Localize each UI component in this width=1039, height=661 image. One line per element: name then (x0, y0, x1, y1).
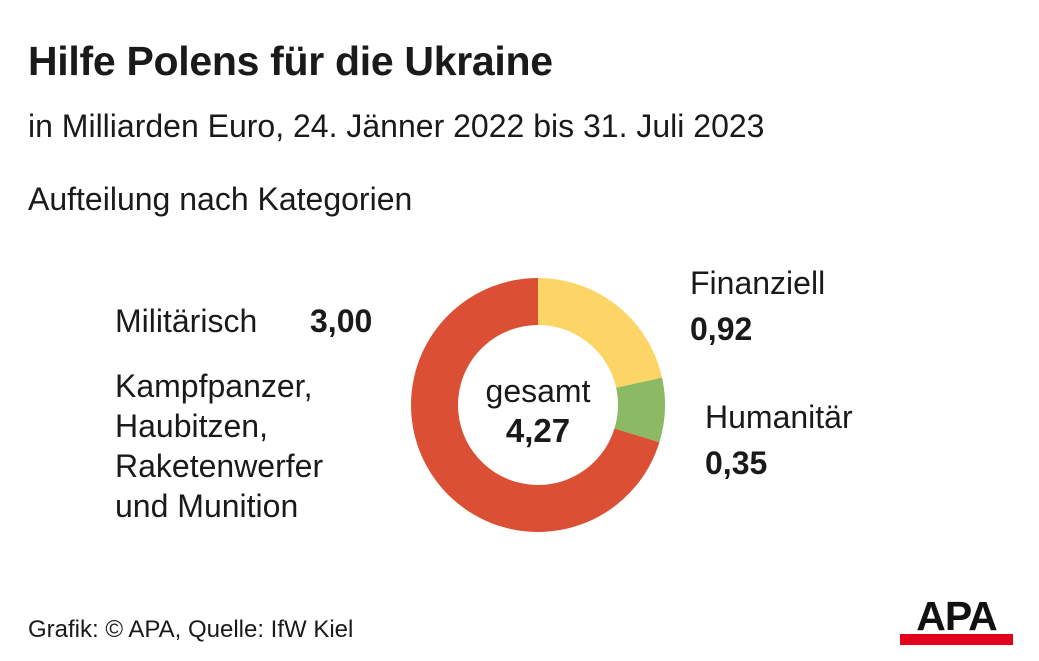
description-line: Raketenwerfer (115, 448, 324, 484)
donut-slices (411, 278, 665, 532)
chart-subtitle: in Milliarden Euro, 24. Jänner 2022 bis … (28, 108, 765, 144)
donut-slice-0 (538, 278, 663, 388)
donut-slice-1 (614, 377, 665, 443)
apa-logo-text: APA (916, 597, 997, 639)
apa-logo: APA (900, 597, 1013, 645)
slice-value-humanitaer: 0,35 (705, 445, 768, 481)
apa-logo-bar (900, 634, 1013, 645)
slice-value-militaerisch: 3,00 (310, 303, 373, 339)
chart-title: Hilfe Polens für die Ukraine (28, 38, 553, 84)
description-line: Haubitzen, (115, 408, 268, 444)
center-total-value: 4,27 (506, 412, 570, 449)
slice-value-finanziell: 0,92 (690, 311, 753, 347)
slice-label-humanitaer: Humanitär (705, 399, 853, 435)
description-line: und Munition (115, 488, 299, 524)
section-heading: Aufteilung nach Kategorien (28, 181, 413, 217)
source-footer: Grafik: © APA, Quelle: IfW Kiel (28, 616, 354, 643)
slice-label-finanziell: Finanziell (690, 265, 826, 301)
slice-label-militaerisch: Militärisch (115, 303, 258, 339)
center-label: gesamt (486, 373, 591, 409)
description-line: Kampfpanzer, (115, 368, 313, 404)
donut-slice-2 (411, 278, 660, 532)
slice-description-militaerisch: Kampfpanzer, Haubitzen, Raketenwerfer un… (115, 366, 323, 526)
